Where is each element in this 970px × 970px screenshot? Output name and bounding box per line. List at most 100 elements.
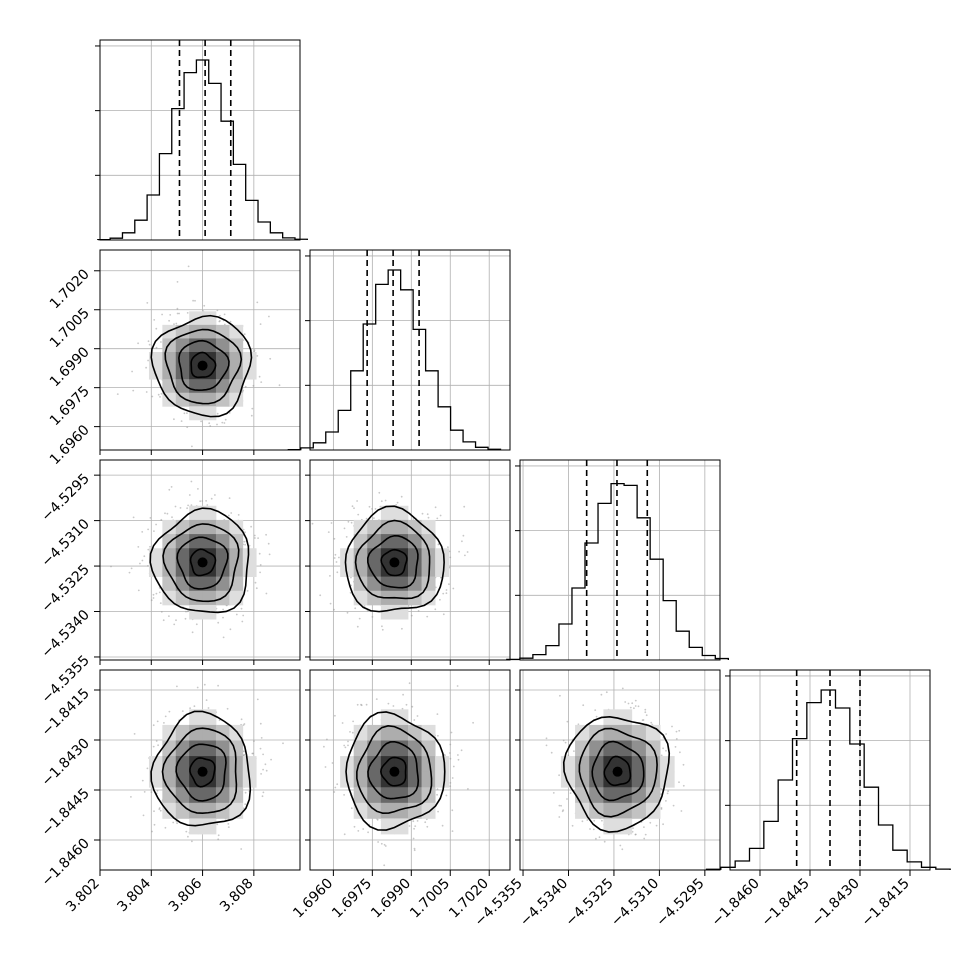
scatter-point: [412, 518, 415, 520]
scatter-point: [601, 819, 603, 822]
scatter-point: [241, 620, 244, 623]
y-tick-label: 1.6975: [47, 383, 93, 429]
scatter-point: [145, 366, 148, 369]
scatter-point: [674, 746, 677, 748]
scatter-point: [172, 821, 175, 824]
scatter-point: [678, 781, 680, 784]
contour-level-3: [354, 519, 431, 600]
scatter-point: [449, 556, 452, 559]
scatter-point: [336, 783, 339, 786]
scatter-point: [149, 545, 151, 548]
scatter-point: [558, 804, 561, 807]
scatter-point: [155, 327, 158, 330]
scatter-point: [665, 749, 667, 752]
density-cell: [575, 771, 590, 788]
scatter-point: [344, 746, 347, 749]
histogram-panel-3: [506, 459, 729, 661]
density-cell: [435, 771, 450, 788]
contour-level-4: [345, 711, 446, 831]
scatter-point: [157, 393, 160, 396]
scatter-point: [164, 512, 166, 515]
contour-level-3: [578, 727, 658, 818]
scatter-point: [311, 522, 314, 525]
scatter-point: [176, 685, 178, 688]
scatter-point: [265, 533, 267, 536]
scatter-point: [261, 795, 264, 798]
density-cell: [340, 548, 355, 563]
density-cell: [645, 787, 661, 804]
scatter-point: [132, 516, 135, 519]
density-cell: [603, 802, 618, 819]
scatter-point: [223, 422, 226, 424]
scatter-point: [550, 751, 553, 754]
density-cell: [407, 548, 422, 563]
scatter-point: [439, 598, 441, 601]
scatter-point: [257, 537, 259, 539]
scatter-point: [242, 614, 245, 617]
density-cell: [229, 519, 244, 535]
scatter-point: [458, 550, 460, 553]
x-tick-label: −1.8445: [759, 876, 813, 930]
density-cell: [617, 756, 633, 773]
scatter-point: [253, 349, 256, 352]
panel-frame: [519, 459, 721, 661]
scatter-point: [153, 823, 156, 826]
scatter-point: [666, 792, 669, 795]
scatter-point: [387, 702, 390, 705]
scatter-point: [217, 621, 220, 624]
scatter-point: [240, 718, 243, 721]
scatter-point: [472, 721, 474, 724]
density-cell: [215, 576, 230, 592]
scatter-point: [203, 683, 206, 686]
density-cell: [435, 548, 450, 563]
density-cell: [367, 724, 382, 741]
scatter-point: [408, 682, 411, 685]
scatter-point: [449, 785, 452, 788]
scatter-point: [452, 587, 455, 590]
scatter-point: [440, 576, 442, 579]
scatter-point: [186, 426, 189, 429]
density-peak: [197, 766, 208, 777]
scatter-point: [244, 385, 247, 388]
scatter-point: [329, 575, 331, 577]
density-cell: [162, 534, 177, 549]
scatter-point: [282, 742, 284, 745]
density-cell: [367, 740, 382, 757]
panel-frame: [99, 39, 301, 241]
density-cell: [202, 802, 217, 819]
scatter-point: [207, 707, 210, 709]
density-cell: [202, 311, 217, 326]
density-cell: [175, 352, 190, 366]
density-cell: [603, 740, 618, 757]
density-cell: [353, 534, 368, 549]
scatter-point: [168, 488, 171, 491]
scatter-point: [352, 720, 354, 723]
scatter-point: [260, 737, 263, 739]
scatter-point: [181, 710, 184, 712]
contour-level-2: [591, 740, 645, 802]
scatter-point: [633, 707, 635, 710]
density-cell: [189, 534, 203, 549]
density-cell: [367, 787, 382, 804]
density-cell: [175, 534, 190, 549]
contour-level-4: [150, 314, 253, 418]
scatter-point: [414, 825, 417, 827]
scatter-point: [641, 719, 644, 721]
scatter-point: [660, 754, 663, 757]
density-cell: [380, 771, 395, 788]
density-cell: [215, 562, 230, 577]
contour-level-1: [189, 757, 216, 788]
scatter-point: [449, 757, 452, 760]
density-cell: [407, 576, 422, 592]
scatter-point: [377, 841, 379, 843]
panel-frame: [99, 459, 301, 661]
scatter-point: [571, 824, 574, 827]
scatter-point: [400, 495, 403, 498]
x-tick-label: −1.8430: [809, 876, 863, 930]
density-cell: [394, 576, 409, 592]
density-cell: [202, 590, 217, 606]
scatter-point: [156, 720, 159, 723]
scatter-point: [278, 384, 281, 387]
density-cell: [162, 576, 177, 592]
scatter-point: [345, 536, 348, 538]
